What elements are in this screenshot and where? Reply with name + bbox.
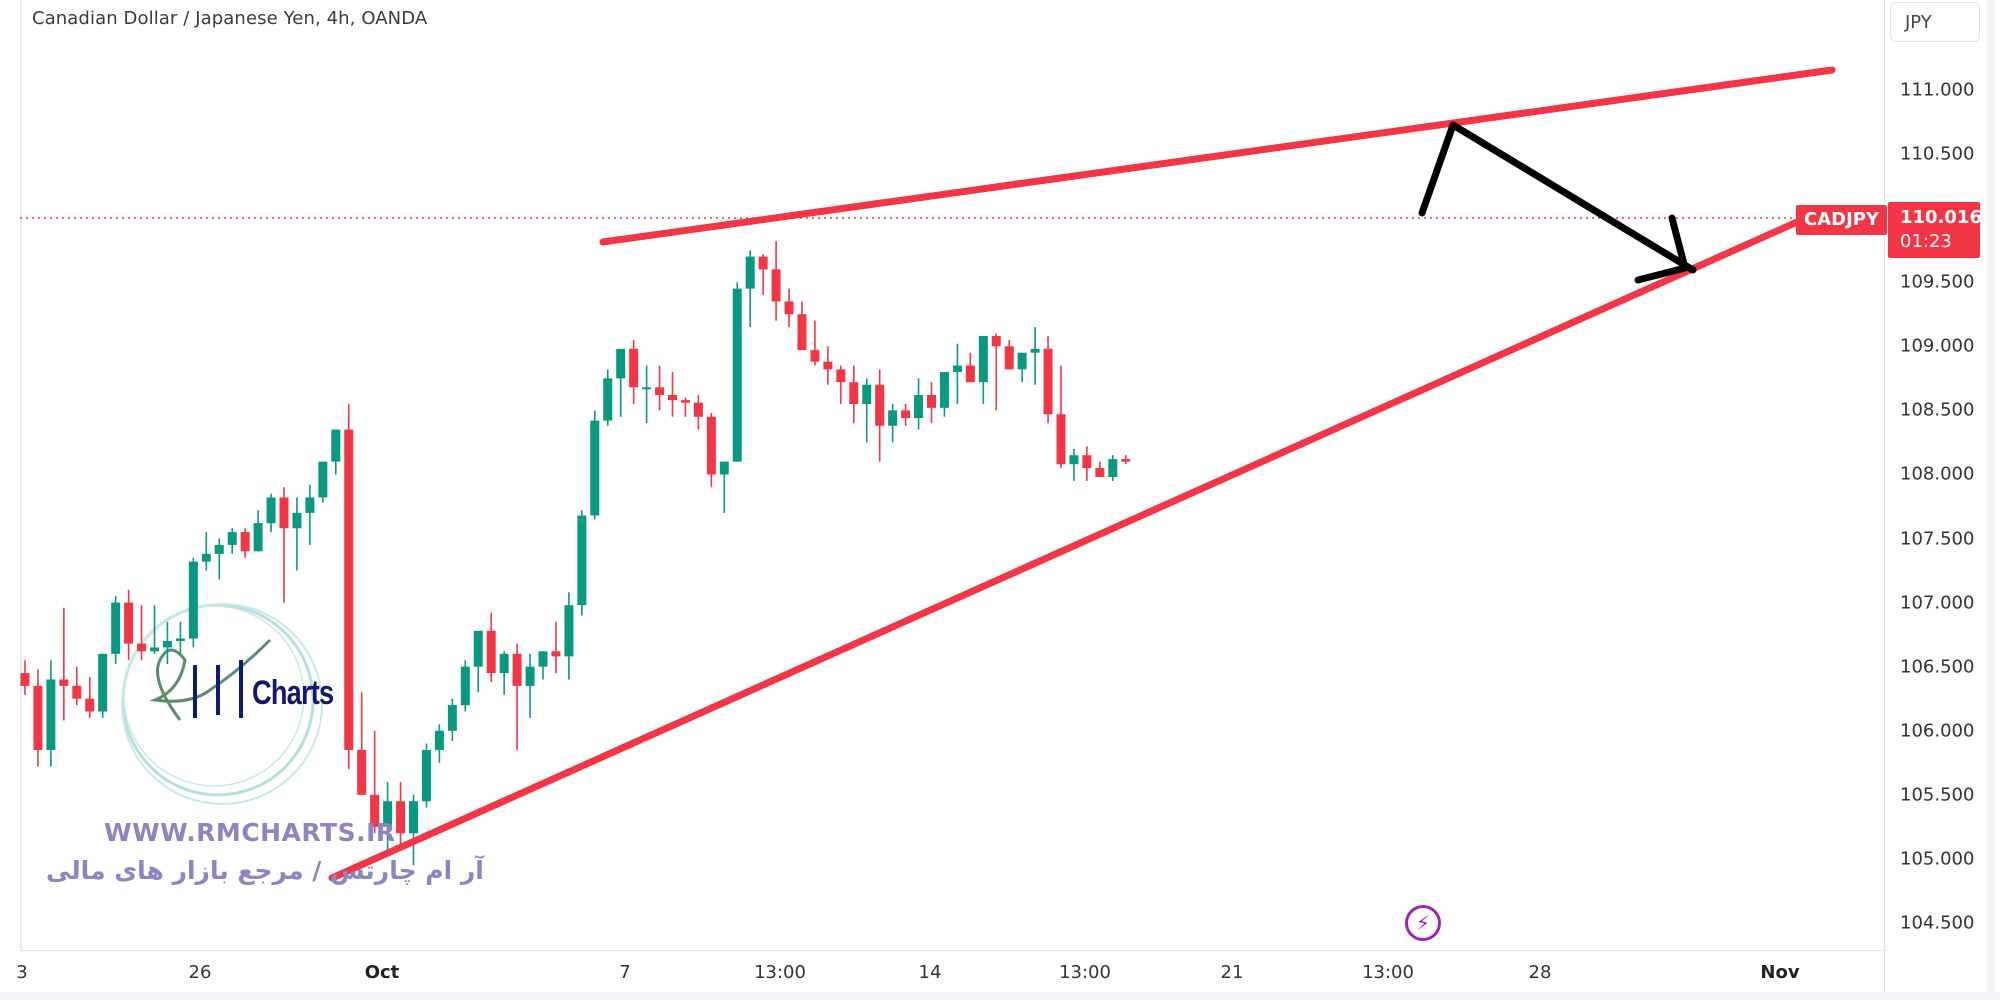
projection-arrow[interactable] bbox=[1418, 121, 1697, 274]
time-label: 7 bbox=[619, 962, 631, 983]
time-label: 3 bbox=[16, 962, 28, 983]
time-label: 13:00 bbox=[754, 962, 806, 983]
last-price-tag: 110.016 01:23 bbox=[1888, 202, 1982, 258]
time-label: Nov bbox=[1760, 962, 1800, 983]
watermark-tagline: آر ام چارتس / مرجع بازار های مالی bbox=[46, 856, 484, 885]
price-tick: 106.500 bbox=[1900, 656, 1975, 678]
event-lightning-icon[interactable]: ⚡ bbox=[1405, 905, 1441, 941]
price-tick: 105.000 bbox=[1900, 848, 1975, 870]
price-tick: 109.000 bbox=[1900, 335, 1975, 357]
price-axis[interactable] bbox=[1884, 0, 1995, 992]
time-label: 26 bbox=[188, 962, 212, 983]
bar-countdown: 01:23 bbox=[1900, 231, 1952, 252]
price-tick: 107.500 bbox=[1900, 528, 1975, 550]
arrow-head bbox=[1634, 214, 1689, 284]
price-tick: 111.000 bbox=[1900, 79, 1975, 101]
price-tick: 108.500 bbox=[1900, 399, 1975, 421]
watermark-logo bbox=[121, 603, 323, 805]
time-label: 28 bbox=[1528, 962, 1552, 983]
time-label: 21 bbox=[1220, 962, 1244, 983]
last-price-value: 110.016 bbox=[1900, 207, 1982, 228]
watermark-logo-text: Charts bbox=[252, 674, 334, 712]
time-label: Oct bbox=[364, 962, 400, 983]
price-tick: 110.500 bbox=[1900, 143, 1975, 165]
price-tick: 105.500 bbox=[1900, 784, 1975, 806]
time-axis[interactable] bbox=[20, 950, 1884, 993]
price-tick: 106.000 bbox=[1900, 720, 1975, 742]
currency-button[interactable]: JPY bbox=[1890, 2, 1980, 42]
time-label: 14 bbox=[918, 962, 942, 983]
symbol-tag: CADJPY bbox=[1796, 205, 1888, 235]
drawings[interactable] bbox=[328, 66, 1836, 882]
candlestick-series bbox=[20, 241, 1131, 866]
upper-trendline[interactable] bbox=[599, 66, 1836, 246]
time-label: 13:00 bbox=[1362, 962, 1414, 983]
price-tick: 104.500 bbox=[1900, 912, 1975, 934]
bottom-strip bbox=[0, 992, 2000, 1000]
chart-pane[interactable] bbox=[20, 0, 1886, 950]
chart-title: Canadian Dollar / Japanese Yen, 4h, OAND… bbox=[32, 8, 428, 29]
watermark-url: WWW.RMCHARTS.IR bbox=[104, 818, 396, 847]
price-tick: 107.000 bbox=[1900, 592, 1975, 614]
lower-trendline[interactable] bbox=[328, 214, 1810, 882]
price-tick: 109.500 bbox=[1900, 271, 1975, 293]
price-tick: 108.000 bbox=[1900, 463, 1975, 485]
time-label: 13:00 bbox=[1059, 962, 1111, 983]
